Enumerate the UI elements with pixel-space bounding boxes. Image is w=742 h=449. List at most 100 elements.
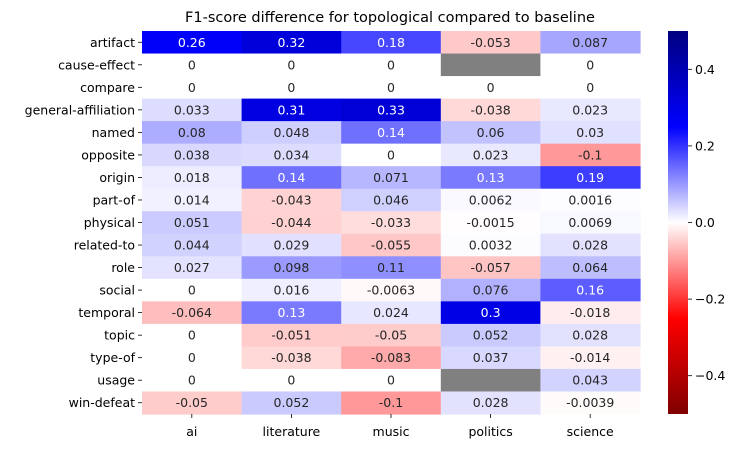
heatmap-cell <box>241 256 342 280</box>
cell-value-label: -0.043 <box>271 192 311 207</box>
cell-value-label: 0.037 <box>473 350 509 365</box>
cell-value-label: 0.023 <box>572 102 608 117</box>
heatmap-cell <box>241 98 342 122</box>
heatmap-cell <box>142 346 243 370</box>
cell-value-label: 0.044 <box>174 238 210 253</box>
y-tick-label: part-of <box>93 192 136 207</box>
cell-value-label: -0.05 <box>176 395 208 410</box>
x-tick-label: literature <box>263 424 321 439</box>
cell-value-label: -0.0039 <box>566 395 614 410</box>
heatmap-cell <box>540 211 641 235</box>
x-tick-label: music <box>373 424 410 439</box>
heatmap-cell <box>440 143 541 167</box>
cell-value-label: 0.023 <box>473 147 509 162</box>
cell-value-label: 0.052 <box>274 395 310 410</box>
heatmap-cell <box>241 211 342 235</box>
cell-value-label: 0.14 <box>277 170 305 185</box>
heatmap-cell <box>341 233 442 257</box>
cell-value-label: -0.0063 <box>367 283 415 298</box>
heatmap-cell <box>142 76 243 100</box>
heatmap-cell <box>341 98 442 122</box>
cell-value-label: 0.08 <box>178 125 206 140</box>
heatmap-cell <box>341 121 442 145</box>
cell-value-label: 0.043 <box>572 373 608 388</box>
cell-value-label: 0.052 <box>473 328 509 343</box>
y-tick-label: physical <box>84 215 135 230</box>
heatmap-cell <box>540 278 641 302</box>
heatmap-cell <box>341 211 442 235</box>
cell-value-label: 0.13 <box>477 170 505 185</box>
y-tick-label: artifact <box>90 35 135 50</box>
chart-title: F1-score difference for topological comp… <box>185 10 595 26</box>
colorbar-ticks: −0.4 −0.2 0.0 0.2 0.4 <box>688 62 725 383</box>
heatmap-cell <box>241 323 342 348</box>
heatmap-cell <box>341 166 442 190</box>
cell-value-label: 0.028 <box>572 328 608 343</box>
x-tick-label: ai <box>186 424 197 439</box>
heatmap-cells <box>142 31 641 415</box>
cell-value-label: 0.048 <box>274 125 310 140</box>
cell-value-label: -0.038 <box>271 350 311 365</box>
cell-value-label: 0.26 <box>178 35 206 50</box>
cell-value-label: -0.0015 <box>466 215 514 230</box>
y-tick-label: related-to <box>74 238 135 253</box>
heatmap-cell <box>142 256 243 280</box>
heatmap-cell <box>540 256 641 280</box>
cell-value-label: 0.033 <box>174 102 210 117</box>
heatmap-cell <box>241 188 342 212</box>
heatmap-cell <box>341 143 442 167</box>
cell-value-label: 0.0062 <box>469 192 513 207</box>
heatmap-cell <box>440 301 541 325</box>
cell-value-label: 0.16 <box>576 283 604 298</box>
cell-value-label: 0 <box>287 80 295 95</box>
cell-value-label: 0.31 <box>277 102 305 117</box>
y-tick-label: win-defeat <box>69 395 136 410</box>
heatmap-cell <box>440 98 541 122</box>
heatmap-cell <box>341 256 442 280</box>
heatmap-cell <box>142 53 243 77</box>
heatmap-cell <box>540 31 641 55</box>
cell-value-label: 0 <box>188 80 196 95</box>
cell-value-label: -0.044 <box>271 215 311 230</box>
heatmap-cell <box>241 143 342 167</box>
cell-value-label: 0.018 <box>174 170 210 185</box>
cell-value-label: 0.0016 <box>568 192 612 207</box>
heatmap-cell <box>142 233 243 257</box>
cell-value-label: 0.32 <box>277 35 305 50</box>
cell-value-label: -0.083 <box>371 350 411 365</box>
heatmap-cell <box>440 391 541 415</box>
heatmap-cell-labels: 0.26 0.32 0.18 -0.053 0.087 0 0 0 0 0 0 0 0 0 0.033 0.3… <box>172 35 615 410</box>
y-tick-label: type-of <box>90 350 135 365</box>
y-tick-labels: artifact cause-effect compare general-affil… <box>25 35 142 410</box>
cell-value-label: -0.064 <box>172 305 212 320</box>
cell-value-label: 0.14 <box>377 125 405 140</box>
cell-value-label: 0 <box>387 80 395 95</box>
heatmap-cell <box>440 211 541 235</box>
cell-value-label: 0.06 <box>477 125 505 140</box>
heatmap-cell <box>540 323 641 348</box>
heatmap-cell <box>440 233 541 257</box>
cell-value-label: 0.098 <box>274 260 310 275</box>
cell-value-label: 0.11 <box>377 260 405 275</box>
heatmap-cell <box>241 301 342 325</box>
heatmap-cell <box>341 188 442 212</box>
colorbar-tick-label: 0.2 <box>695 138 715 153</box>
heatmap-cell <box>241 76 342 100</box>
x-tick-labels: ai literature music politics science <box>186 414 614 439</box>
y-tick-label: compare <box>80 80 135 95</box>
heatmap-cell <box>341 278 442 302</box>
cell-value-label: 0.33 <box>377 102 405 117</box>
heatmap-cell <box>540 121 641 145</box>
cell-value-label: 0.027 <box>174 260 210 275</box>
heatmap-cell <box>540 98 641 122</box>
heatmap-cell <box>540 391 641 415</box>
heatmap-cell <box>341 31 442 55</box>
cell-value-label: 0.014 <box>174 192 210 207</box>
heatmap-cell <box>341 346 442 370</box>
heatmap-cell <box>142 121 243 145</box>
y-tick-label: social <box>99 283 135 298</box>
colorbar-tick-label: −0.2 <box>695 292 725 307</box>
heatmap-cell <box>440 166 541 190</box>
y-tick-label: usage <box>97 373 135 388</box>
